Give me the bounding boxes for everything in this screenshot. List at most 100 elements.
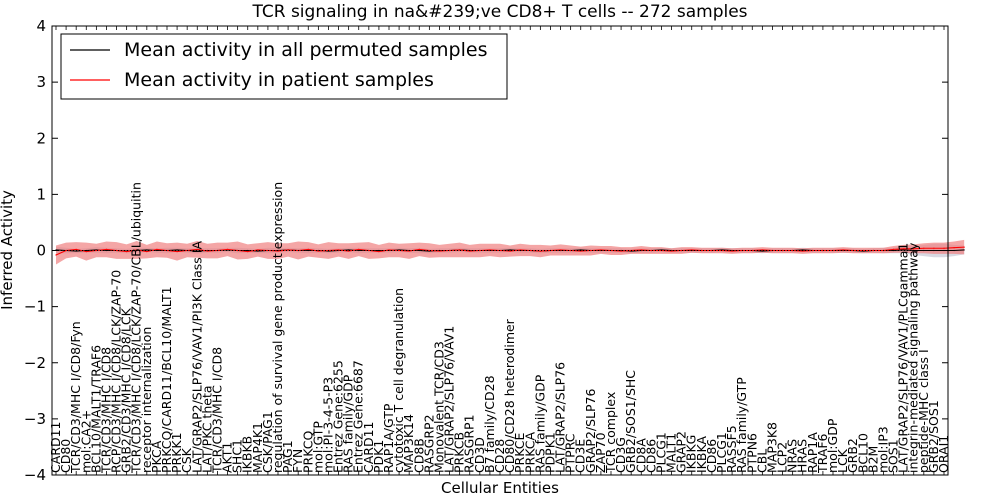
x-tick-label: PRKCE: [512, 433, 527, 473]
x-tick-label: GRAP2: [674, 431, 689, 473]
x-tick-label: CARD11: [361, 422, 376, 474]
data-point-patient: [55, 254, 57, 256]
x-tick-label: TCR/CD3/MHC I/CD8/LCK/ZAP-70/CBL/ubiquit…: [129, 182, 144, 474]
x-tick-label: PRKK1: [169, 432, 184, 473]
x-tick-label: Entrez Gene:6687: [351, 360, 366, 473]
x-tick-label: CSK/PAG1: [260, 411, 275, 473]
x-tick-label: RAS family/GDP: [532, 374, 547, 473]
legend: Mean activity in all permuted samples Me…: [60, 33, 508, 100]
x-tick-label: receptor internalization: [139, 327, 154, 473]
data-point-permuted: [923, 249, 925, 252]
x-tick-label: mol:GDP: [825, 418, 840, 473]
data-point-patient: [701, 249, 703, 252]
x-tick-label: BCL10: [855, 433, 870, 473]
x-tick-label: MAP3K14: [401, 414, 416, 473]
data-point-patient: [559, 249, 562, 251]
x-tick-label: AKT1: [220, 442, 235, 473]
x-tick-label: RAP1A/GTP: [381, 403, 396, 473]
x-tick-label: PKCA: [149, 440, 164, 473]
x-tick-label: PLCG1: [714, 432, 729, 473]
data-point-patient: [287, 249, 289, 251]
y-tick-label: −3: [24, 410, 46, 428]
data-point-permuted: [146, 249, 148, 251]
legend-label-patient: Mean activity in patient samples: [124, 69, 434, 91]
x-tick-label: CD80: [58, 439, 73, 473]
x-tick-label: HRAS: [795, 439, 810, 473]
x-tick-label: IKBKG: [684, 435, 699, 473]
data-point-patient: [923, 247, 925, 249]
data-point-patient: [590, 249, 592, 252]
data-point-patient: [146, 251, 148, 253]
y-tick-label: −4: [24, 466, 46, 484]
x-tick-label: LAT/GRAP2/SLP76/VAV1/PI3K Class IA: [189, 241, 204, 473]
x-tick-label: CD86: [643, 439, 658, 473]
x-tick-label: CD28: [492, 439, 507, 473]
data-point-permuted: [348, 249, 350, 251]
x-tick-label: B7 family/CD28: [482, 375, 497, 473]
data-point-patient: [620, 250, 622, 252]
data-point-patient: [247, 251, 249, 253]
x-tick-label: BCL10/MALT1/TRAF6: [88, 345, 103, 473]
x-tick-label: LCK: [835, 448, 850, 473]
data-point-patient: [539, 250, 541, 252]
data-point-permuted: [903, 249, 905, 251]
x-tick-label: GRB2: [845, 438, 860, 473]
x-tick-label: TRAF6: [815, 433, 830, 474]
y-tick-label: 4: [36, 17, 46, 35]
data-point-patient: [237, 249, 239, 252]
y-axis-ticks: 4 3 2 1 0 −1 −2 −3 −4: [24, 17, 948, 484]
data-point-patient: [75, 248, 77, 250]
data-point-patient: [95, 249, 97, 252]
x-tick-label: NRAS: [785, 439, 800, 473]
x-tick-label: CARD11: [48, 422, 63, 474]
x-tick-label: RAP1A: [805, 432, 820, 473]
chart-title: TCR signaling in na&#239;ve CD8+ T cells…: [251, 2, 747, 22]
data-point-patient: [781, 249, 784, 252]
x-tick-label: IKBKB: [240, 436, 255, 473]
x-tick-label: PDPK1: [542, 432, 557, 473]
x-tick-label: TCR complex: [603, 392, 618, 474]
x-axis-ticks: [55, 26, 945, 475]
x-tick-label: SHC1: [230, 439, 245, 473]
x-tick-label: mol:IP3: [875, 426, 890, 473]
x-tick-label: CD86: [704, 439, 719, 473]
x-tick-label: PAG1: [280, 440, 295, 473]
x-tick-label: CD3E: [573, 439, 588, 473]
data-point-permuted: [892, 249, 895, 252]
x-tick-label: Entrez Gene:6255: [331, 360, 346, 473]
data-point-patient: [943, 247, 945, 249]
x-tick-label: PRKCB: [452, 432, 467, 473]
x-tick-label: CD3D: [472, 437, 487, 473]
x-tick-label: PRKCQ/CARD11/BCL10/MALT1: [159, 286, 174, 473]
data-point-patient: [459, 249, 461, 251]
data-point-patient: [903, 248, 905, 250]
x-tick-label: FYN: [290, 449, 305, 473]
data-point-patient: [115, 249, 118, 252]
x-tick-label: PDK1: [371, 440, 386, 473]
data-point-patient: [257, 249, 259, 251]
x-tick-label: RAS family/GTP: [734, 377, 749, 473]
data-point-patient: [812, 249, 814, 252]
x-tick-label: ZAP70: [593, 432, 608, 473]
data-point-patient: [398, 249, 400, 252]
x-tick-label: RAS family/GDP: [341, 374, 356, 473]
data-point-patient: [963, 246, 965, 248]
data-point-patient: [448, 249, 451, 252]
x-tick-label: GRAP2/SLP76: [583, 388, 598, 473]
data-point-patient: [368, 249, 370, 252]
data-point-patient: [428, 249, 430, 252]
data-point-patient: [85, 251, 87, 253]
data-point-permuted: [761, 250, 763, 252]
data-point-patient: [761, 249, 763, 251]
data-point-permuted: [176, 249, 178, 251]
data-point-patient: [670, 250, 673, 252]
x-tick-label: MAP4K1: [250, 422, 265, 473]
x-tick-label: peptide-MHC class I: [916, 349, 931, 473]
y-tick-label: 0: [36, 242, 46, 260]
x-tick-label: CBL: [754, 449, 769, 473]
x-tick-label: cytotoxic T cell degranulation: [391, 288, 406, 473]
data-point-permuted: [257, 250, 259, 252]
x-tick-label: PRKCQ: [300, 431, 315, 473]
y-tick-label: −2: [24, 354, 46, 372]
